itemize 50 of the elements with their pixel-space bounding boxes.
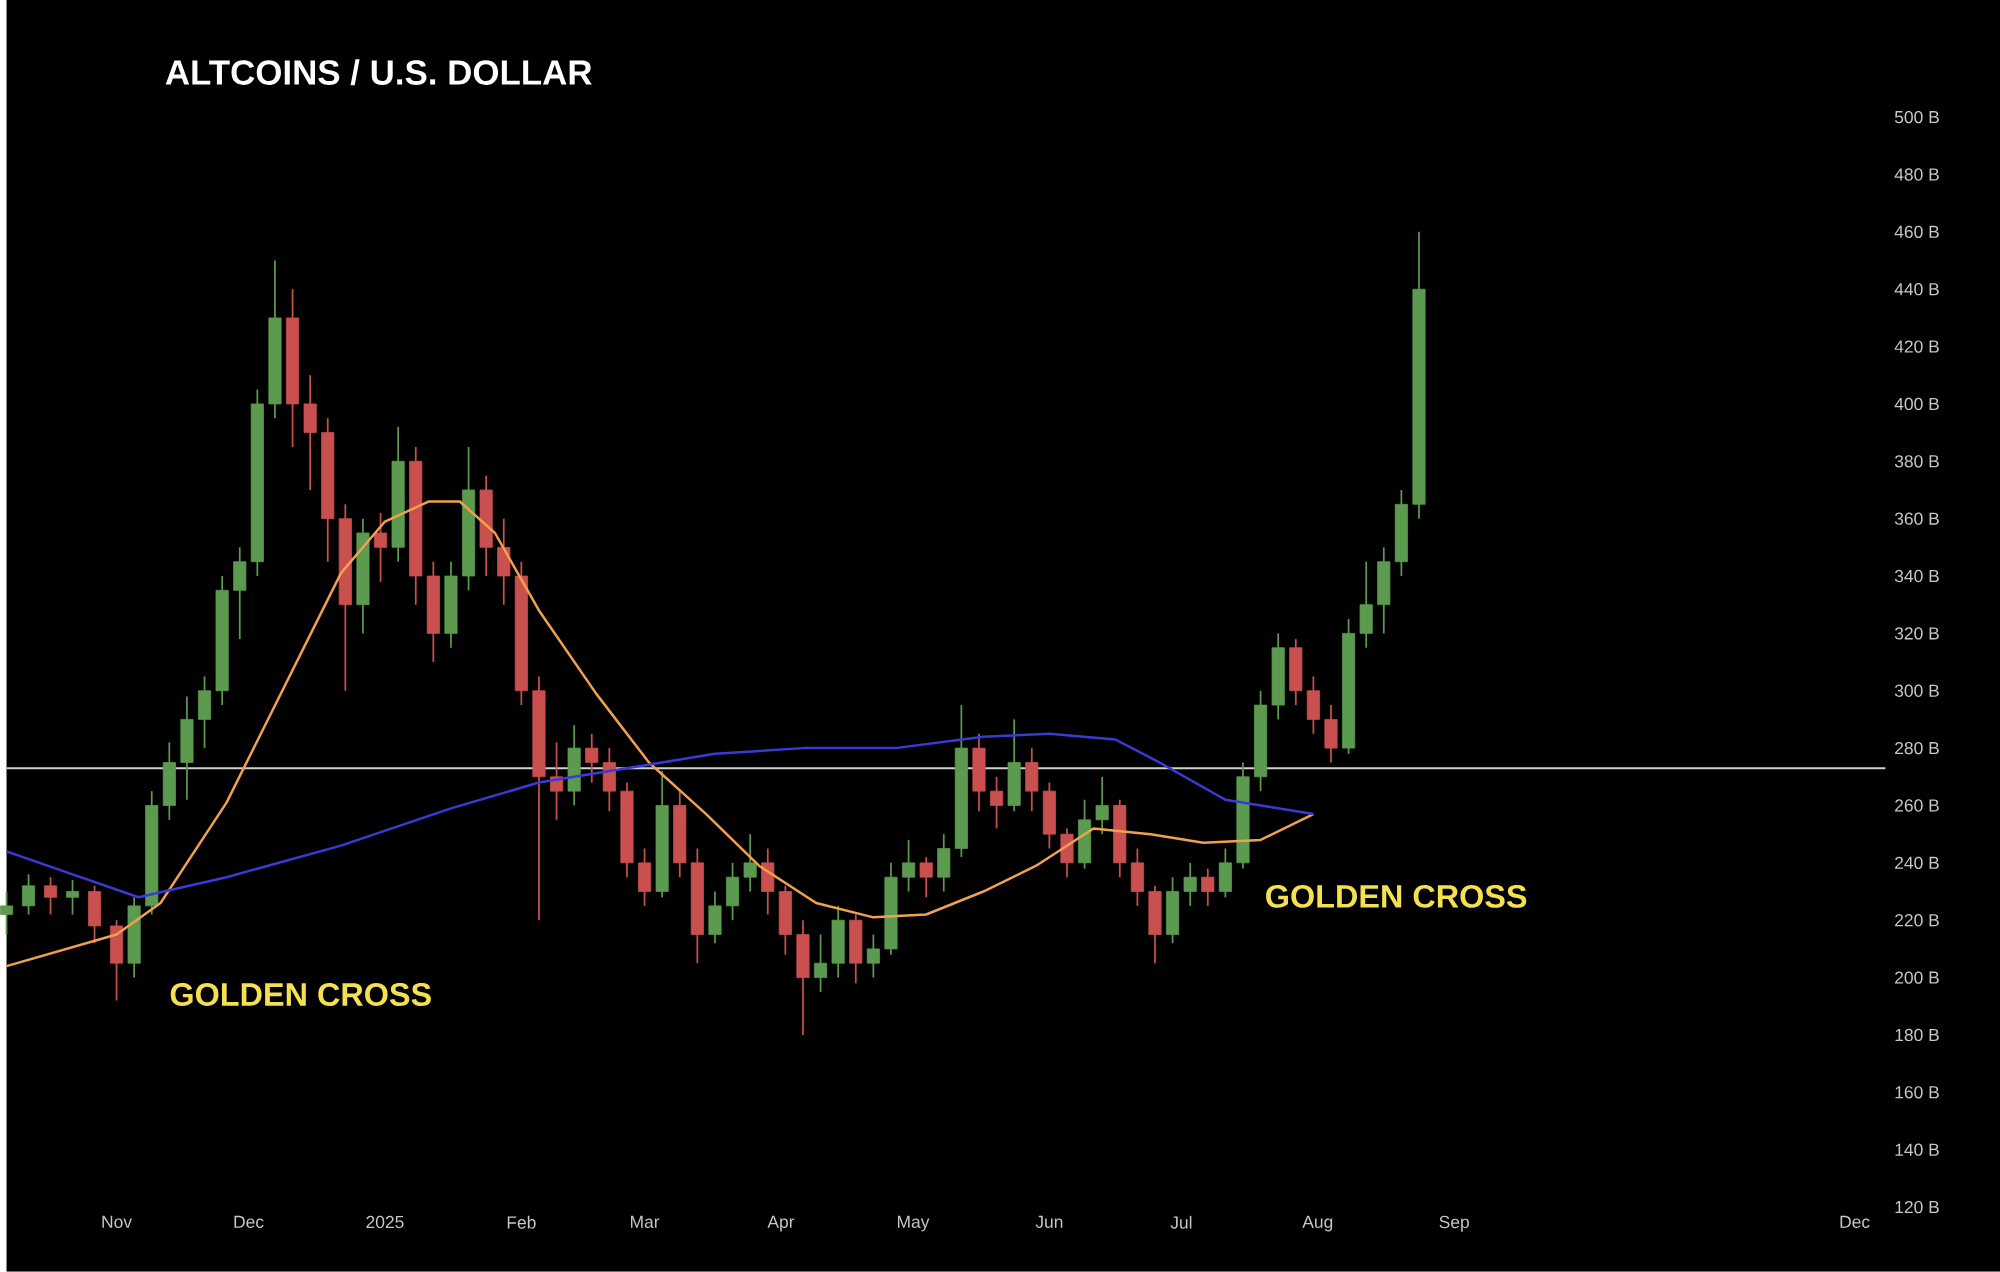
x-tick-label: Feb — [507, 1215, 536, 1229]
candlestick — [814, 933, 828, 993]
x-tick-label: Aug — [1302, 1215, 1333, 1232]
candlestick — [1095, 776, 1109, 836]
candlestick — [866, 933, 880, 979]
y-tick-label: 420 B — [1894, 340, 1939, 353]
y-tick-label: 160 B — [1895, 1086, 1939, 1099]
y-tick-label: 440 B — [1894, 283, 1939, 296]
candlestick — [1183, 862, 1197, 907]
y-tick-label: 200 B — [1895, 971, 1939, 984]
y-tick-label: 180 B — [1895, 1028, 1939, 1042]
x-tick-label: 2025 — [366, 1215, 404, 1229]
candlestick — [919, 856, 933, 899]
y-tick-label: 340 B — [1894, 569, 1939, 583]
x-tick-label: Sep — [1439, 1215, 1469, 1232]
candlestick — [66, 879, 80, 916]
x-tick-label: Dec — [1840, 1215, 1870, 1229]
x-tick-label: Jul — [1170, 1215, 1192, 1229]
candlestick — [44, 876, 58, 916]
y-tick-label: 140 B — [1895, 1143, 1939, 1156]
candlestick — [585, 732, 599, 784]
y-tick-label: 480 B — [1894, 168, 1939, 181]
x-tick-label: Mar — [630, 1215, 660, 1229]
candlestick — [743, 833, 757, 893]
candlestick — [0, 890, 14, 936]
annotation: GOLDEN CROSS — [170, 983, 431, 1007]
y-tick-label: 260 B — [1895, 799, 1939, 812]
y-tick-label: 360 B — [1894, 512, 1939, 525]
x-tick-label: Jun — [1035, 1215, 1063, 1229]
y-tick-label: 240 B — [1895, 856, 1939, 870]
candlestick — [990, 776, 1004, 830]
chart-title: ALTCOINS / U.S. DOLLAR — [165, 59, 592, 86]
annotation: GOLDEN CROSS — [1266, 885, 1527, 908]
y-tick-label: 220 B — [1895, 914, 1939, 927]
x-tick-label: Nov — [102, 1215, 132, 1229]
candlestick — [1201, 867, 1215, 907]
y-tick-label: 460 B — [1894, 225, 1939, 239]
y-tick-label: 120 B — [1895, 1200, 1939, 1214]
candlestick — [374, 512, 388, 583]
candlestick — [902, 839, 916, 893]
y-tick-label: 400 B — [1894, 397, 1939, 411]
y-tick-label: 280 B — [1895, 742, 1939, 755]
x-tick-label: Dec — [234, 1215, 264, 1229]
x-tick-label: Apr — [767, 1215, 795, 1232]
x-tick-label: May — [897, 1215, 930, 1232]
y-tick-label: 300 B — [1894, 684, 1939, 697]
y-tick-label: 500 B — [1894, 111, 1939, 124]
y-tick-label: 320 B — [1894, 627, 1939, 640]
y-tick-label: 380 B — [1894, 455, 1939, 468]
candlestick — [21, 873, 36, 916]
